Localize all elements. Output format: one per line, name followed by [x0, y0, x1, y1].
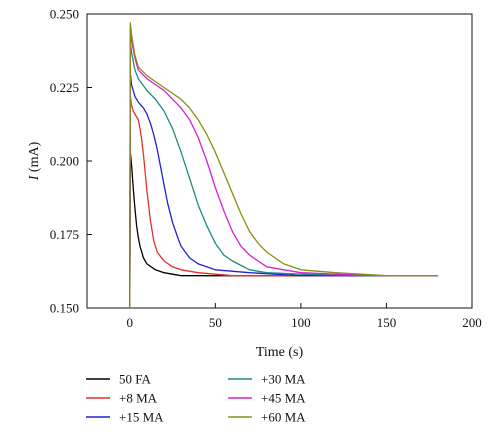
- y-axis: 0.150 0.175 0.200 0.225 0.250: [50, 7, 92, 316]
- y-tick-label: 0.200: [50, 154, 79, 169]
- legend-label: +30 MA: [261, 372, 306, 387]
- series-layer: [129, 22, 438, 309]
- x-axis: 0 50 100 150 200: [127, 303, 482, 330]
- y-tick-label: 0.225: [50, 80, 79, 95]
- y-tick-label: 0.175: [50, 227, 79, 242]
- y-tick-label: 0.150: [50, 301, 79, 316]
- series-line: [129, 72, 404, 309]
- series-line: [129, 28, 438, 309]
- x-tick-label: 0: [127, 315, 134, 330]
- series-line: [129, 22, 438, 309]
- legend-label: +8 MA: [119, 391, 158, 406]
- y-tick-label: 0.250: [50, 7, 79, 22]
- series-line: [129, 151, 404, 309]
- series-line: [129, 95, 404, 309]
- y-axis-title-symbol: I: [27, 174, 42, 181]
- legend-label: +60 MA: [261, 410, 306, 425]
- series-line: [129, 42, 438, 309]
- x-tick-label: 50: [209, 315, 222, 330]
- x-tick-label: 150: [377, 315, 397, 330]
- plot-frame: [86, 13, 473, 309]
- legend-label: +45 MA: [261, 391, 306, 406]
- legend-label: 50 FA: [119, 372, 152, 387]
- x-tick-label: 100: [291, 315, 311, 330]
- y-axis-title-unit: (mA): [27, 141, 42, 175]
- legend-label: +15 MA: [119, 410, 164, 425]
- y-axis-title: I (mA): [27, 141, 42, 181]
- x-axis-title: Time (s): [256, 345, 304, 360]
- legend: 50 FA +8 MA +15 MA +30 MA +45 MA +60 MA: [86, 372, 306, 425]
- x-tick-label: 200: [462, 315, 482, 330]
